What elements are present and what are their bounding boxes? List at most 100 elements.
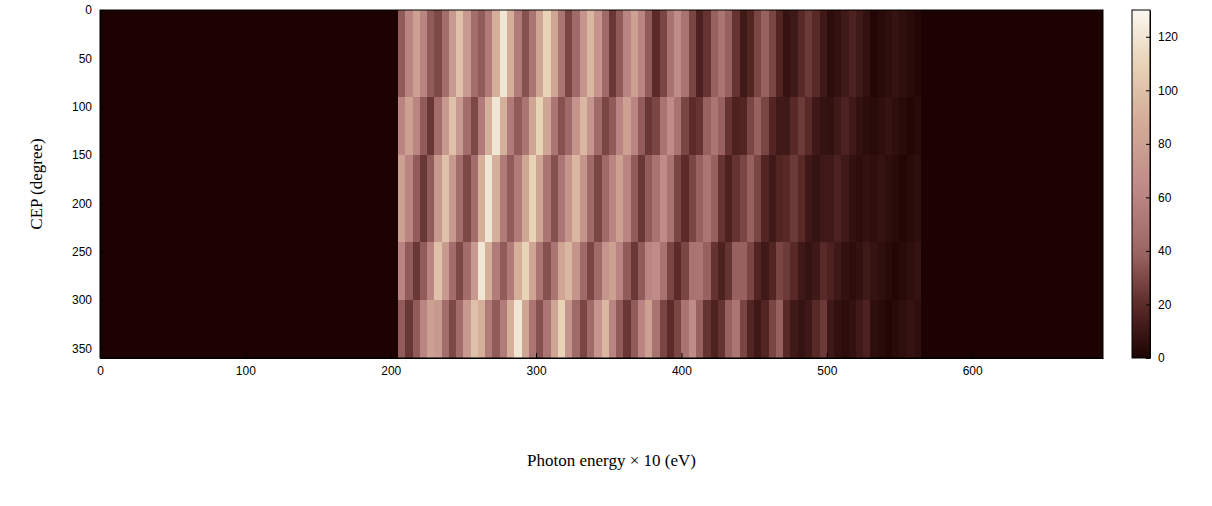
heatmap-cell	[478, 155, 486, 184]
heatmap-cell	[507, 155, 515, 184]
heatmap-cell	[609, 271, 617, 300]
heatmap-cell	[856, 213, 864, 242]
heatmap-cell	[456, 329, 464, 358]
heatmap-cell	[689, 242, 697, 271]
heatmap-cell	[740, 242, 748, 271]
heatmap-cell	[769, 10, 777, 39]
heatmap-cell	[681, 184, 689, 213]
heatmap-cell	[485, 271, 493, 300]
heatmap-cell	[522, 39, 530, 68]
heatmap-cell	[616, 329, 624, 358]
heatmap-cell	[645, 242, 653, 271]
x-axis-title: Photon energy × 10 (eV)	[527, 451, 696, 470]
heatmap-cell	[652, 213, 660, 242]
heatmap-cell	[754, 329, 762, 358]
heatmap-cell	[478, 271, 486, 300]
heatmap-cell	[565, 242, 573, 271]
heatmap-cell	[500, 39, 508, 68]
heatmap-cell	[892, 213, 900, 242]
heatmap-cell	[878, 213, 886, 242]
heatmap-cell	[718, 242, 726, 271]
heatmap-cell	[856, 39, 864, 68]
heatmap-cell	[856, 329, 864, 358]
heatmap-cell	[885, 155, 893, 184]
heatmap-cell	[485, 329, 493, 358]
heatmap-cell	[434, 155, 442, 184]
heatmap-cell	[471, 242, 479, 271]
heatmap-cell	[485, 155, 493, 184]
heatmap-cell	[558, 271, 566, 300]
heatmap-cell	[463, 155, 471, 184]
heatmap-cell	[885, 242, 893, 271]
tick-label: 100	[236, 364, 256, 378]
heatmap-cell	[572, 39, 580, 68]
heatmap-cell	[413, 10, 421, 39]
heatmap-cell	[907, 10, 915, 39]
heatmap-cell	[434, 329, 442, 358]
heatmap-cell	[638, 184, 646, 213]
heatmap-cell	[645, 329, 653, 358]
heatmap-cell	[660, 242, 668, 271]
heatmap-cell	[783, 300, 791, 329]
heatmap-cell	[536, 10, 544, 39]
heatmap-cell	[899, 300, 907, 329]
heatmap-cell	[703, 97, 711, 126]
heatmap-cell	[442, 329, 450, 358]
heatmap-cell	[478, 329, 486, 358]
tick: 0	[1146, 351, 1165, 365]
heatmap-cell	[703, 39, 711, 68]
heatmap-cell	[500, 97, 508, 126]
heatmap-cell	[696, 329, 704, 358]
heatmap-cell	[623, 329, 631, 358]
heatmap-cell	[529, 242, 537, 271]
heatmap-cell	[485, 126, 493, 155]
heatmap-cell	[689, 329, 697, 358]
heatmap-cell	[754, 300, 762, 329]
heatmap-cell	[914, 68, 922, 97]
heatmap-cell	[507, 10, 515, 39]
tick-label: 500	[817, 364, 837, 378]
heatmap-cell	[536, 68, 544, 97]
heatmap-cell	[500, 329, 508, 358]
heatmap-cell	[834, 242, 842, 271]
heatmap-cell	[907, 329, 915, 358]
heatmap-cell	[674, 242, 682, 271]
heatmap-cell	[551, 10, 559, 39]
heatmap-cell	[529, 155, 537, 184]
heatmap-cell	[471, 126, 479, 155]
heatmap-cell	[863, 300, 871, 329]
heatmap-cell	[754, 184, 762, 213]
heatmap-cell	[783, 242, 791, 271]
tick-mark	[1146, 251, 1150, 252]
heatmap-cell	[790, 184, 798, 213]
heatmap-cell	[863, 39, 871, 68]
heatmap-cell	[798, 10, 806, 39]
heatmap-cell	[602, 184, 610, 213]
heatmap-cell	[434, 300, 442, 329]
tick-mark	[1146, 37, 1150, 38]
heatmap-cell	[907, 97, 915, 126]
heatmap-cell	[456, 126, 464, 155]
heatmap-cell	[405, 126, 413, 155]
heatmap-cell	[420, 300, 428, 329]
heatmap-cell	[471, 155, 479, 184]
heatmap-cell	[696, 39, 704, 68]
heatmap-cell	[587, 10, 595, 39]
heatmap-cell	[398, 39, 406, 68]
heatmap-cell	[674, 68, 682, 97]
heatmap-cell	[100, 213, 398, 242]
tick-mark	[100, 203, 105, 204]
heatmap-cell	[405, 271, 413, 300]
heatmap-cell	[529, 329, 537, 358]
heatmap-cell	[572, 97, 580, 126]
heatmap-cell	[442, 10, 450, 39]
heatmap-cell	[834, 97, 842, 126]
heatmap-cell	[878, 300, 886, 329]
heatmap-cell	[652, 68, 660, 97]
heatmap-cell	[805, 184, 813, 213]
heatmap-cell	[660, 39, 668, 68]
heatmap-cell	[805, 126, 813, 155]
heatmap-cell	[587, 329, 595, 358]
tick-mark	[100, 107, 105, 108]
heatmap-cell	[434, 126, 442, 155]
